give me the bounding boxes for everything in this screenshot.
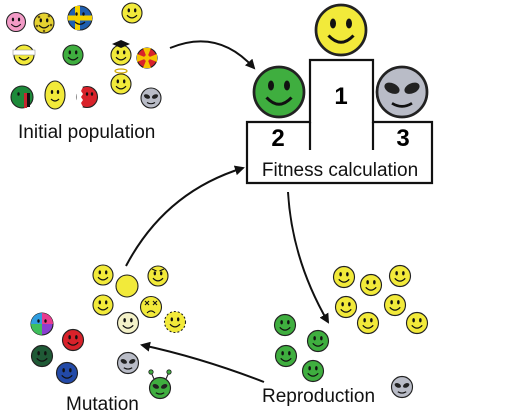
third-place-alien-icon bbox=[375, 65, 429, 119]
dead-face-icon bbox=[139, 295, 163, 319]
arrow-back-to-fitness bbox=[125, 165, 245, 267]
smiley-icon bbox=[332, 265, 356, 289]
egg-smiley-icon bbox=[44, 80, 66, 110]
fitness-calculation-label: Fitness calculation bbox=[262, 160, 418, 181]
angry-smiley-icon bbox=[147, 265, 169, 287]
podium-rank-3: 3 bbox=[396, 125, 409, 152]
sweden-smiley-icon bbox=[67, 5, 93, 31]
dotted-smiley-icon bbox=[163, 310, 187, 334]
smiley-icon bbox=[301, 359, 325, 383]
podium-group: 1 2 3 Fitness calculation bbox=[245, 3, 434, 185]
arrow-to-fitness bbox=[169, 40, 256, 70]
reproduction-group: Reproduction bbox=[262, 264, 429, 407]
smiley-icon bbox=[356, 311, 380, 335]
macedonia-smiley-icon bbox=[136, 47, 158, 69]
initial-population-label: Initial population bbox=[18, 122, 155, 143]
blank-face-icon bbox=[115, 274, 139, 298]
reproduction-label: Reproduction bbox=[262, 386, 375, 407]
podium-outline bbox=[245, 58, 434, 185]
smiley-icon bbox=[274, 344, 298, 368]
smiley-icon bbox=[5, 11, 27, 33]
leopard-smiley-icon bbox=[33, 12, 55, 34]
alien-icon bbox=[390, 375, 414, 399]
smiley-icon bbox=[388, 264, 412, 288]
bahrain-smiley-icon bbox=[75, 85, 99, 109]
smiley-icon bbox=[306, 329, 330, 353]
podium-rank-1: 1 bbox=[334, 83, 347, 110]
halo-smiley-icon bbox=[110, 68, 132, 95]
initial-population-group: Initial population bbox=[5, 2, 162, 143]
graduate-smiley-icon bbox=[110, 40, 132, 66]
smiley-icon bbox=[273, 313, 297, 337]
smiley-icon bbox=[61, 328, 85, 352]
smiley-icon bbox=[121, 2, 143, 24]
smiley-icon bbox=[55, 361, 79, 385]
smiley-icon bbox=[62, 44, 84, 66]
mutation-group: Mutation bbox=[30, 264, 187, 412]
winner-smiley-icon bbox=[314, 3, 368, 57]
rainbow-smiley-icon bbox=[30, 312, 54, 336]
smiley-icon bbox=[334, 295, 358, 319]
second-place-smiley-icon bbox=[252, 65, 306, 119]
arrow-to-reproduction bbox=[287, 191, 330, 324]
podium-rank-2: 2 bbox=[271, 125, 284, 152]
alien-icon bbox=[140, 87, 162, 109]
arrow-to-mutation bbox=[140, 341, 265, 383]
smiley-icon bbox=[92, 294, 114, 316]
faded-smiley-icon bbox=[116, 311, 140, 335]
mutation-label: Mutation bbox=[66, 394, 139, 412]
smiley-icon bbox=[92, 264, 114, 286]
smiley-icon bbox=[30, 344, 54, 368]
zambia-smiley-icon bbox=[10, 85, 34, 109]
alien-icon bbox=[116, 351, 140, 375]
smiley-icon bbox=[359, 273, 383, 297]
smiley-icon bbox=[383, 293, 407, 317]
smiley-icon bbox=[405, 311, 429, 335]
blindfold-smiley-icon bbox=[12, 44, 36, 66]
green-alien-icon bbox=[148, 369, 172, 400]
